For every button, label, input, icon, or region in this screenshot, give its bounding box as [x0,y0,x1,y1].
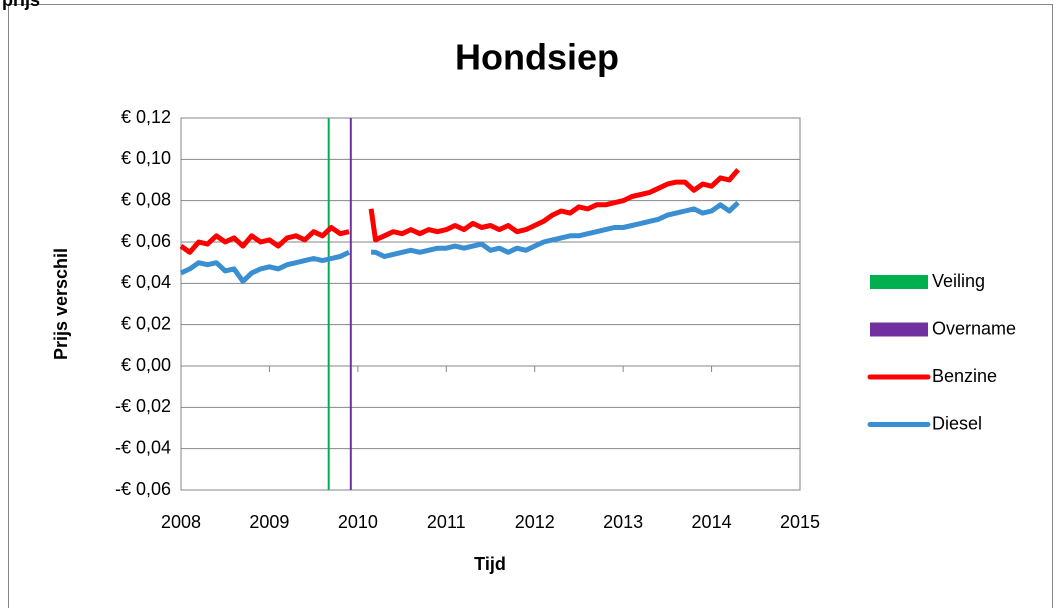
legend-label: Veiling [932,271,985,291]
x-axis-label: Tijd [474,554,506,574]
y-tick-label: € 0,00 [121,355,171,375]
series-line [179,168,741,255]
y-tick-label: € 0,08 [121,189,171,209]
legend-label: Benzine [932,366,997,386]
x-tick-label: 2015 [780,512,820,532]
x-tick-label: 2013 [603,512,643,532]
y-tick-label: -€ 0,04 [115,437,171,457]
y-tick-label: € 0,12 [121,107,171,127]
legend-swatch [870,322,928,337]
y-tick-label: -€ 0,06 [115,479,171,499]
caption: prijs [2,0,40,10]
y-tick-label: -€ 0,02 [115,396,171,416]
chart-title: Hondsiep [455,37,619,78]
x-tick-label: 2011 [427,512,466,532]
legend-swatch [870,275,928,289]
chart-border [8,4,1053,608]
series-line [179,200,740,284]
y-tick-label: € 0,06 [121,231,171,251]
y-axis-label: Prijs verschil [51,248,71,360]
x-tick-label: 2010 [338,512,378,532]
x-tick-label: 2014 [692,512,732,532]
y-tick-label: € 0,02 [121,313,171,333]
x-tick-label: 2008 [161,512,201,532]
y-tick-label: € 0,10 [121,148,171,168]
legend-label: Diesel [932,413,982,433]
legend-label: Overname [932,318,1016,338]
x-tick-label: 2012 [515,512,555,532]
y-tick-label: € 0,04 [121,272,171,292]
x-tick-label: 2009 [249,512,289,532]
